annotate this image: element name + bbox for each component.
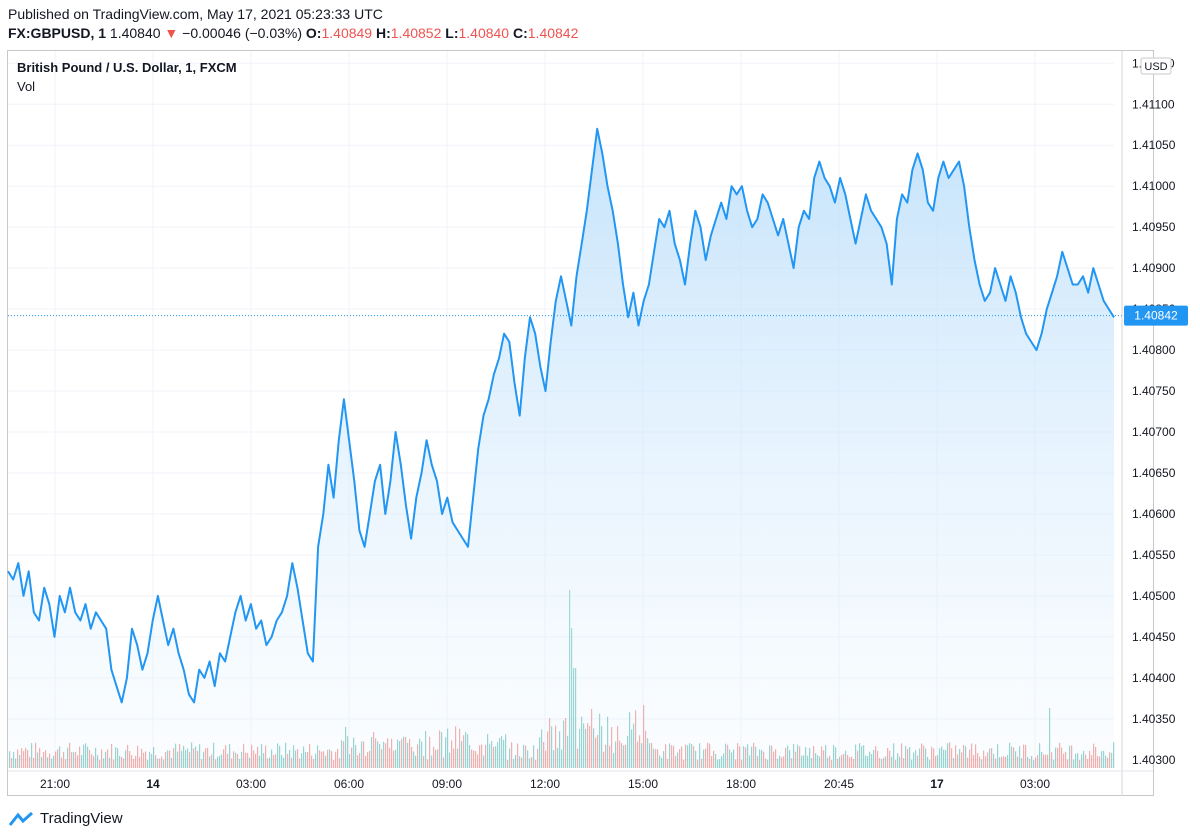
- symbol-ohlc-line: FX:GBPUSD, 1 1.40840 ▼ −0.00046 (−0.03%)…: [8, 25, 578, 41]
- last-price: 1.40840: [109, 25, 161, 41]
- low-value: 1.40840: [458, 25, 510, 41]
- y-tick-label: 1.40350: [1132, 712, 1176, 726]
- x-tick-label: 21:00: [40, 777, 70, 791]
- x-tick-label: 18:00: [726, 777, 756, 791]
- y-tick-label: 1.40500: [1132, 589, 1176, 603]
- x-tick-label: 15:00: [628, 777, 658, 791]
- price-area: [8, 128, 1114, 769]
- y-tick-label: 1.40650: [1132, 466, 1176, 480]
- y-tick-label: 1.40600: [1132, 507, 1176, 521]
- y-tick-label: 1.40450: [1132, 630, 1176, 644]
- legend-title: British Pound / U.S. Dollar, 1, FXCM: [17, 60, 237, 75]
- legend-volume: Vol: [17, 79, 36, 94]
- x-tick-label: 20:45: [824, 777, 854, 791]
- down-arrow-icon: ▼: [164, 25, 179, 41]
- close-value: 1.40842: [527, 25, 579, 41]
- price-line: [7, 127, 1115, 704]
- x-tick-label: 12:00: [530, 777, 560, 791]
- tradingview-logo-icon: [8, 811, 33, 826]
- x-tick-label: 17: [930, 777, 944, 791]
- tradingview-label: TradingView: [40, 810, 123, 827]
- y-tick-label: 1.40300: [1132, 753, 1176, 767]
- low-label: L:: [445, 25, 459, 41]
- high-label: H:: [375, 25, 391, 41]
- close-label: C:: [512, 25, 528, 41]
- x-tick-label: 03:00: [236, 777, 266, 791]
- footer-brand: TradingView: [8, 810, 123, 827]
- x-tick-label: 09:00: [432, 777, 462, 791]
- y-tick-label: 1.40950: [1132, 220, 1176, 234]
- change: −0.00046 (−0.03%): [182, 25, 303, 41]
- chart-frame: [7, 50, 1154, 796]
- open-value: 1.40849: [321, 25, 373, 41]
- currency-badge: [1140, 57, 1172, 75]
- open-label: O:: [305, 25, 322, 41]
- y-tick-label: 1.41050: [1132, 138, 1176, 152]
- y-tick-label: 1.40800: [1132, 343, 1176, 357]
- y-tick-label: 1.40550: [1132, 548, 1176, 562]
- y-tick-label: 1.40750: [1132, 384, 1176, 398]
- x-tick-label: 06:00: [334, 777, 364, 791]
- y-tick-label: 1.40400: [1132, 671, 1176, 685]
- y-tick-label: 1.41000: [1132, 179, 1176, 193]
- y-tick-label: 1.41100: [1132, 97, 1175, 111]
- x-tick-label: 14: [146, 777, 160, 791]
- currency-label: USD: [1144, 61, 1167, 73]
- high-value: 1.40852: [390, 25, 442, 41]
- last-price-label: 1.40842: [1134, 309, 1178, 323]
- published-line: Published on TradingView.com, May 17, 20…: [8, 6, 383, 22]
- symbol[interactable]: FX:GBPUSD, 1: [8, 25, 107, 41]
- y-tick-label: 1.40700: [1132, 425, 1176, 439]
- y-tick-label: 1.40900: [1132, 261, 1176, 275]
- x-tick-label: 03:00: [1020, 777, 1050, 791]
- last-price-badge: [1124, 305, 1188, 326]
